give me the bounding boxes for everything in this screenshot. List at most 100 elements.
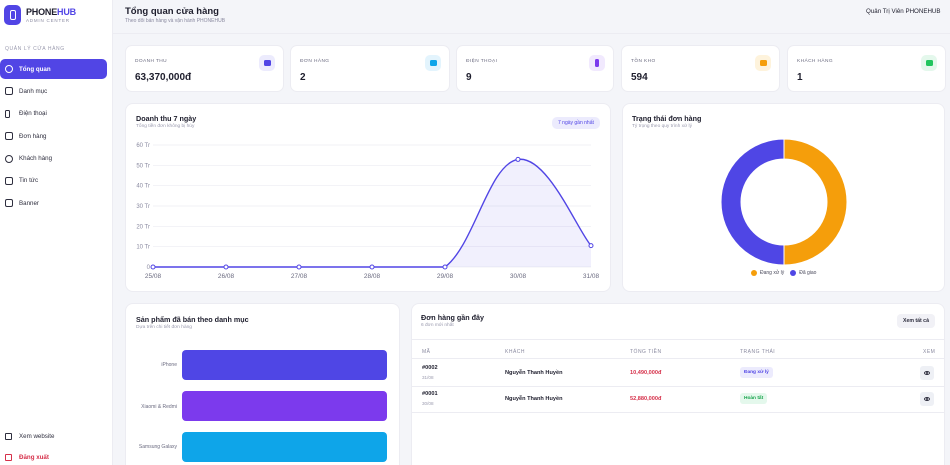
y-tick-label: 60 Tr <box>136 143 150 149</box>
view-all-button[interactable]: Xem tất cả <box>897 314 935 328</box>
status-badge: Đang xử lý <box>740 367 773 378</box>
view-website-link[interactable]: Xem website <box>5 433 54 440</box>
stat-label: DOANH THU <box>135 59 168 64</box>
legend-label: Đang xử lý <box>760 270 785 276</box>
table-divider <box>412 386 945 387</box>
sidebar-item-dashboard[interactable]: Tổng quan <box>0 59 107 79</box>
stat-label: ĐƠN HÀNG <box>300 59 330 64</box>
sidebar-item-customers[interactable]: Khách hàng <box>0 149 107 169</box>
users-icon <box>5 154 13 163</box>
stat-card-stock: TỒN KHO 594 <box>621 45 780 92</box>
revenue-title: Doanh thu 7 ngày <box>136 114 197 123</box>
box-icon <box>755 55 771 71</box>
users-icon <box>921 55 937 71</box>
page-subtitle: Theo dõi bán hàng và vận hành PHONEHUB <box>125 18 226 24</box>
sidebar-item-categories[interactable]: Danh mục <box>0 81 107 101</box>
y-tick-label: 10 Tr <box>136 245 150 251</box>
sidebar-item-banner[interactable]: Banner <box>0 193 107 213</box>
x-tick-label: 30/08 <box>510 273 527 280</box>
x-tick-label: 25/08 <box>145 273 162 280</box>
table-divider <box>412 339 945 340</box>
view-order-button[interactable] <box>920 392 934 406</box>
sidebar-item-label: Đơn hàng <box>19 132 47 140</box>
stat-value: 9 <box>466 72 472 83</box>
order-total: 52,880,000đ <box>630 396 662 402</box>
data-point[interactable] <box>369 264 375 270</box>
range-badge[interactable]: 7 ngày gần nhất <box>552 117 600 129</box>
stat-card-revenue: DOANH THU 63,370,000đ <box>125 45 284 92</box>
user-name[interactable]: Quản Trị Viên PHONEHUB <box>866 8 941 15</box>
sidebar-item-label: Tin tức <box>19 177 39 185</box>
bar-label: Samsung Galaxy <box>138 444 177 450</box>
category-subtitle: Dựa trên chi tiết đơn hàng <box>136 325 192 330</box>
x-tick-label: 27/08 <box>291 273 308 280</box>
phone-logo-icon <box>4 5 21 25</box>
order-total: 10,490,000đ <box>630 370 662 376</box>
banner-icon <box>5 199 13 208</box>
data-point[interactable] <box>515 156 521 162</box>
eye-icon <box>924 397 930 401</box>
revenue-panel <box>125 103 611 292</box>
order-code: #0002 <box>422 365 438 371</box>
donut-slice[interactable] <box>720 138 785 266</box>
brand-name-accent: HUB <box>57 7 76 17</box>
y-tick-label: 30 Tr <box>136 204 150 210</box>
stat-label: TỒN KHO <box>631 59 656 64</box>
sidebar-item-label: Banner <box>19 199 39 207</box>
data-point[interactable] <box>223 264 229 270</box>
view-order-button[interactable] <box>920 366 934 380</box>
logout-label: Đăng xuất <box>19 454 49 461</box>
stat-card-phones: ĐIỆN THOẠI 9 <box>456 45 614 92</box>
data-point[interactable] <box>588 243 594 249</box>
page-title: Tổng quan cửa hàng <box>125 6 219 17</box>
brand-name: PHONE <box>26 7 58 17</box>
phone-icon <box>589 55 605 71</box>
order-icon <box>5 132 13 141</box>
revenue-line-chart: 0 10 Tr 20 Tr 30 Tr 40 Tr 50 Tr 60 Tr 25/08 26/0… <box>136 143 600 280</box>
status-subtitle: Tỷ trọng theo quy trình xử lý <box>632 124 693 129</box>
category-title: Sản phẩm đã bán theo danh mục <box>136 315 249 324</box>
revenue-area <box>153 159 591 267</box>
x-tick-label: 31/08 <box>583 273 600 280</box>
stat-card-orders: ĐƠN HÀNG 2 <box>290 45 450 92</box>
revenue-subtitle: Tổng tiền đơn không bị hủy <box>136 124 195 129</box>
external-link-icon <box>5 433 12 440</box>
table-divider <box>412 412 945 413</box>
stat-value: 63,370,000đ <box>135 72 192 83</box>
brand-logo[interactable]: PHONEHUB ADMIN CENTER <box>4 5 76 25</box>
bar-samsung[interactable] <box>182 432 387 462</box>
logout-link[interactable]: Đăng xuất <box>5 454 54 461</box>
sidebar-nav: Tổng quan Danh mục Điện thoại Đơn hàng K… <box>0 59 113 216</box>
stat-value: 594 <box>631 72 648 83</box>
legend-item[interactable]: Đã giao <box>790 270 816 276</box>
sidebar-item-label: Khách hàng <box>19 155 53 163</box>
column-header-code: MÃ <box>422 349 431 355</box>
legend-label: Đã giao <box>799 270 817 276</box>
bar-xiaomi[interactable] <box>182 391 387 421</box>
x-tick-label: 26/08 <box>218 273 235 280</box>
bar-iphone[interactable] <box>182 350 387 380</box>
column-header-total: TỔNG TIỀN <box>630 349 662 355</box>
phone-icon <box>5 109 10 118</box>
data-point[interactable] <box>442 264 448 270</box>
sidebar-item-phones[interactable]: Điện thoại <box>0 104 107 124</box>
y-tick-label: 40 Tr <box>136 184 150 190</box>
sidebar-item-news[interactable]: Tin tức <box>0 171 107 191</box>
y-tick-label: 0 <box>147 265 151 271</box>
news-icon <box>5 176 13 185</box>
order-customer: Nguyễn Thanh Huyền <box>505 396 563 402</box>
sidebar-item-orders[interactable]: Đơn hàng <box>0 126 107 146</box>
bag-icon <box>425 55 441 71</box>
orders-subtitle: 6 đơn mới nhất <box>421 323 454 328</box>
stat-label: KHÁCH HÀNG <box>797 59 833 64</box>
data-point[interactable] <box>296 264 302 270</box>
data-point[interactable] <box>150 264 156 270</box>
order-code: #0001 <box>422 391 438 397</box>
order-date: 30/08 <box>422 401 434 406</box>
legend-item[interactable]: Đang xử lý <box>751 270 784 276</box>
table-divider <box>412 358 945 359</box>
orders-title: Đơn hàng gần đây <box>421 313 485 322</box>
wallet-icon <box>259 55 275 71</box>
donut-slice[interactable] <box>783 138 848 266</box>
stat-value: 1 <box>797 72 803 83</box>
